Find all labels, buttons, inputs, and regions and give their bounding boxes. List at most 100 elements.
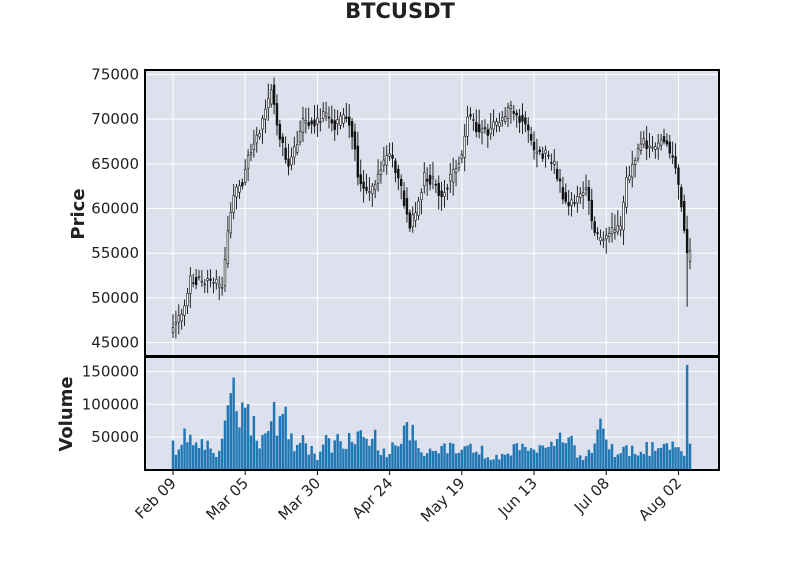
volume-bar [327, 438, 331, 470]
candle [249, 143, 253, 162]
volume-bar [613, 457, 617, 470]
candle [628, 165, 631, 184]
volume-bar [203, 449, 206, 470]
volume-bar [674, 447, 677, 470]
volume-bar [680, 451, 683, 470]
candle [402, 182, 406, 209]
volume-bar [301, 435, 305, 470]
candle [590, 188, 593, 230]
volume-bar [602, 428, 605, 470]
candle [607, 226, 611, 243]
candle [345, 102, 348, 123]
candle [532, 131, 536, 160]
volume-bar [677, 447, 680, 470]
candle [284, 136, 287, 164]
candle [316, 104, 319, 137]
candle [460, 150, 464, 164]
volume-bar [316, 459, 319, 470]
volume-bar [628, 456, 631, 470]
volume-bar [177, 449, 181, 470]
x-tick-label: Apr 24 [348, 474, 396, 522]
candle [307, 107, 310, 130]
volume-bar [255, 440, 258, 470]
volume-bar [226, 405, 230, 470]
volume-bar [518, 450, 521, 470]
volume-bar [492, 459, 495, 470]
candle [648, 132, 651, 158]
candle [596, 227, 599, 240]
volume-bar [579, 455, 582, 470]
candle [414, 202, 417, 228]
volume-bar [174, 454, 178, 470]
x-tick-label: Jun 13 [494, 474, 541, 521]
candle [238, 179, 241, 199]
price-tick-label: 55000 [91, 244, 139, 262]
volume-bar [402, 425, 406, 470]
candle [359, 159, 362, 192]
volume-bar [451, 443, 455, 470]
volume-bar [428, 448, 432, 470]
volume-series [171, 364, 692, 470]
candle [541, 146, 544, 162]
volume-bar [420, 452, 423, 470]
candle [564, 183, 567, 205]
candle [544, 145, 547, 168]
candle [388, 142, 391, 161]
price-tick-label: 60000 [91, 200, 139, 218]
volume-bar [515, 443, 518, 470]
candle [437, 175, 440, 210]
volume-bar [440, 445, 443, 470]
candle [593, 216, 596, 236]
candle [298, 120, 302, 146]
volume-bar [278, 416, 282, 470]
volume-bar [584, 456, 588, 470]
volume-bar [480, 445, 484, 470]
candle [209, 269, 212, 288]
candle [529, 127, 533, 146]
candle [319, 108, 322, 132]
x-tick-label: Jul 08 [570, 474, 613, 517]
candle [226, 216, 230, 269]
candle [203, 279, 206, 293]
volume-bar [431, 450, 435, 470]
candle [423, 162, 426, 194]
candle [223, 247, 227, 292]
candle [671, 141, 674, 165]
volume-bar [336, 433, 339, 470]
price-axis-label: Price [68, 188, 89, 239]
volume-bar [581, 460, 585, 470]
candle [434, 179, 438, 194]
candle [267, 83, 270, 121]
volume-bar [330, 452, 334, 470]
volume-bar [284, 406, 287, 470]
x-tick-label: Mar 30 [275, 474, 325, 524]
volume-bar [668, 449, 672, 470]
volume-tick-label: 150000 [82, 362, 139, 380]
candle [220, 277, 224, 296]
candle [272, 77, 276, 115]
volume-bar [212, 453, 215, 470]
volume-bar [371, 438, 374, 470]
candle [463, 124, 466, 172]
candle [356, 131, 360, 186]
candle [573, 194, 576, 207]
volume-bar [587, 449, 591, 470]
candle [685, 215, 689, 307]
candle [379, 161, 383, 184]
volume-bar [483, 458, 487, 470]
volume-bar [553, 445, 556, 470]
volume-tick-label: 100000 [82, 395, 139, 413]
volume-bar [567, 437, 570, 470]
candle [232, 184, 235, 220]
volume-bar [688, 443, 692, 470]
volume-bar [217, 450, 221, 470]
volume-bar [269, 421, 273, 470]
candle [570, 191, 573, 217]
volume-bar [657, 448, 660, 470]
volume-bar [449, 442, 452, 470]
volume-bar [189, 434, 192, 470]
volume-bar [547, 446, 550, 470]
volume-bar [295, 444, 299, 470]
candle [524, 111, 527, 133]
volume-bar [509, 455, 513, 470]
